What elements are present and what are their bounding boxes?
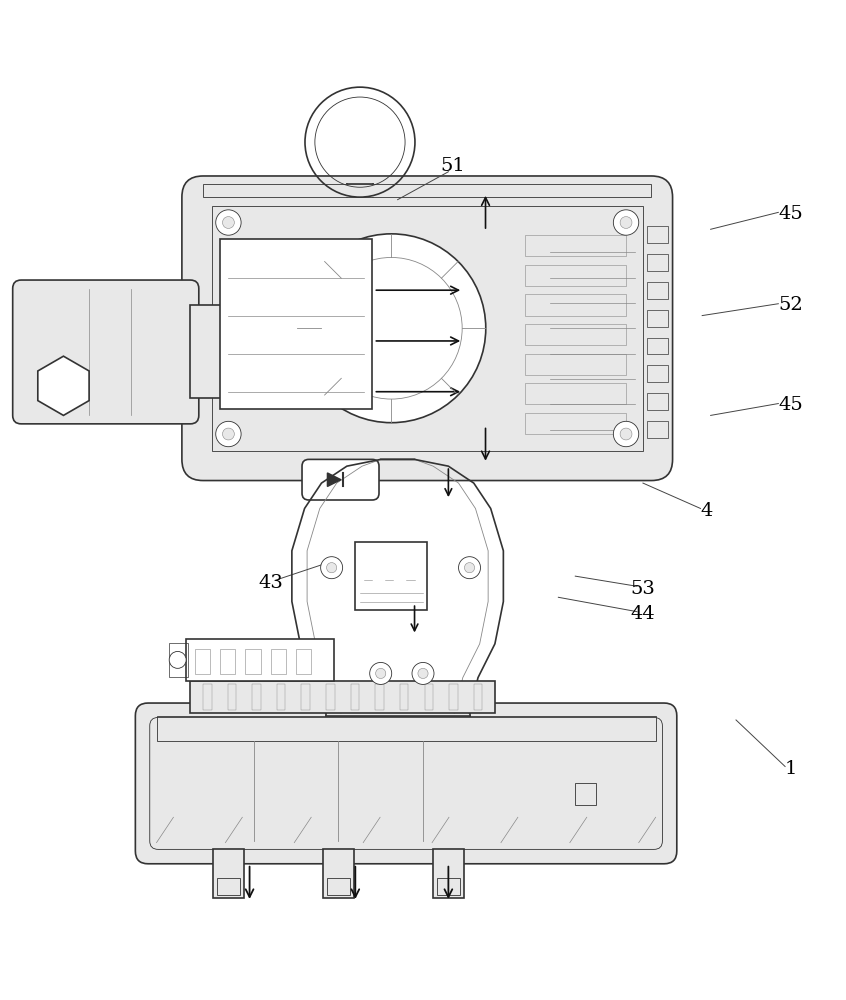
Bar xyxy=(647,421,668,438)
Circle shape xyxy=(222,428,234,440)
Text: 53: 53 xyxy=(630,580,656,598)
Circle shape xyxy=(216,421,241,447)
Bar xyxy=(647,365,668,382)
Text: 52: 52 xyxy=(778,296,804,314)
Bar xyxy=(220,239,372,409)
Bar xyxy=(647,254,668,271)
Polygon shape xyxy=(327,473,341,486)
Circle shape xyxy=(620,428,632,440)
Circle shape xyxy=(222,217,234,228)
Bar xyxy=(203,184,651,197)
Circle shape xyxy=(321,257,462,399)
Circle shape xyxy=(327,563,337,573)
Circle shape xyxy=(613,210,639,235)
Bar xyxy=(355,542,427,610)
Polygon shape xyxy=(38,356,89,415)
Bar xyxy=(525,294,626,316)
Bar xyxy=(437,878,460,895)
Bar xyxy=(213,849,244,898)
Bar xyxy=(474,684,482,710)
Circle shape xyxy=(464,563,475,573)
Text: 45: 45 xyxy=(778,205,804,223)
FancyBboxPatch shape xyxy=(13,280,199,424)
Bar xyxy=(525,265,626,286)
Circle shape xyxy=(169,651,186,668)
Text: 44: 44 xyxy=(630,605,656,623)
Bar xyxy=(301,684,310,710)
Bar xyxy=(647,226,668,243)
Bar xyxy=(323,849,354,898)
Circle shape xyxy=(459,557,481,579)
Text: 45: 45 xyxy=(778,396,804,414)
Bar xyxy=(252,684,261,710)
Bar xyxy=(228,684,236,710)
Bar xyxy=(449,684,458,710)
Circle shape xyxy=(297,234,486,423)
Circle shape xyxy=(216,210,241,235)
Bar xyxy=(217,878,240,895)
Bar xyxy=(647,338,668,354)
Bar xyxy=(647,282,668,299)
Bar xyxy=(327,878,350,895)
Circle shape xyxy=(418,668,428,679)
Bar xyxy=(203,684,212,710)
Bar xyxy=(525,354,626,375)
Bar xyxy=(525,235,626,256)
Bar xyxy=(525,383,626,404)
Bar xyxy=(575,783,596,805)
Bar xyxy=(326,684,334,710)
Text: 51: 51 xyxy=(440,157,465,175)
Bar xyxy=(277,684,285,710)
Bar xyxy=(169,643,188,677)
Bar xyxy=(525,324,626,345)
Bar xyxy=(400,684,409,710)
Circle shape xyxy=(613,421,639,447)
Bar xyxy=(220,649,235,674)
Circle shape xyxy=(370,662,392,684)
Bar xyxy=(212,206,643,451)
Bar xyxy=(425,684,433,710)
Circle shape xyxy=(376,668,386,679)
FancyBboxPatch shape xyxy=(302,459,379,500)
FancyBboxPatch shape xyxy=(135,703,677,864)
Bar xyxy=(433,849,464,898)
Bar xyxy=(190,681,495,713)
Bar xyxy=(376,684,384,710)
Text: 1: 1 xyxy=(785,760,797,778)
Circle shape xyxy=(620,217,632,228)
Bar xyxy=(647,393,668,410)
Bar xyxy=(351,684,360,710)
Bar xyxy=(296,649,311,674)
Bar xyxy=(190,305,224,398)
Bar xyxy=(195,649,210,674)
Bar xyxy=(157,716,656,741)
Bar xyxy=(647,310,668,327)
Bar xyxy=(525,413,626,434)
Text: 43: 43 xyxy=(258,574,283,592)
Bar xyxy=(271,649,286,674)
Bar xyxy=(186,639,334,681)
Circle shape xyxy=(412,662,434,684)
Bar xyxy=(220,322,245,382)
Circle shape xyxy=(321,557,343,579)
Bar xyxy=(245,649,261,674)
FancyBboxPatch shape xyxy=(182,176,673,481)
Text: 4: 4 xyxy=(700,502,712,520)
